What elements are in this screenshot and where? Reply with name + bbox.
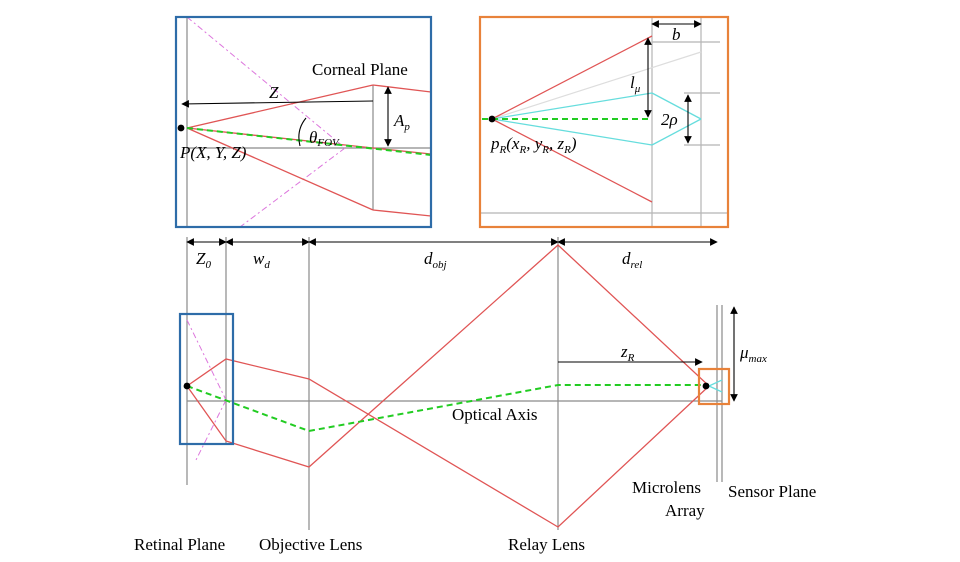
microlens-inset-frame <box>480 17 728 227</box>
zR-label: zR <box>620 342 635 364</box>
main-diagram: Z0 wd dobj drel zR μmax Optical Axis Ret… <box>134 237 816 554</box>
corneal-inset: Corneal Plane Z P(X, Y, Z) θFOV Ap <box>176 17 431 227</box>
corneal-region-box <box>180 314 233 444</box>
two-rho-label: 2ρ <box>661 110 678 129</box>
wd-label: wd <box>253 249 270 271</box>
objective-lens-label: Objective Lens <box>259 535 362 554</box>
mu-max-label: μmax <box>739 343 767 365</box>
b-label: b <box>672 25 681 44</box>
relay-lens-label: Relay Lens <box>508 535 585 554</box>
corneal-plane-label: Corneal Plane <box>312 60 408 79</box>
microlens-label-line1: Microlens <box>632 478 701 497</box>
sensor-point-dot <box>703 383 710 390</box>
point-P-dot <box>178 125 185 132</box>
Z-label: Z <box>269 83 279 102</box>
retina-point-dot <box>184 383 191 390</box>
Ap-label: Ap <box>393 111 410 133</box>
point-pR-label: pR(xR, yR, zR) <box>490 134 577 156</box>
sensor-plane-label: Sensor Plane <box>728 482 816 501</box>
point-pR-dot <box>489 116 496 123</box>
dobj-label: dobj <box>424 249 447 271</box>
Z0-label: Z0 <box>196 249 211 271</box>
microlens-inset: b lμ 2ρ pR(xR, yR, zR) <box>480 17 728 227</box>
point-P-label: P(X, Y, Z) <box>179 143 247 162</box>
optical-axis-label: Optical Axis <box>452 405 537 424</box>
microlens-label-line2: Array <box>665 501 705 520</box>
retinal-plane-label: Retinal Plane <box>134 535 225 554</box>
chief-ray <box>187 385 709 431</box>
l-mu-label: lμ <box>630 73 641 95</box>
drel-label: drel <box>622 249 642 271</box>
